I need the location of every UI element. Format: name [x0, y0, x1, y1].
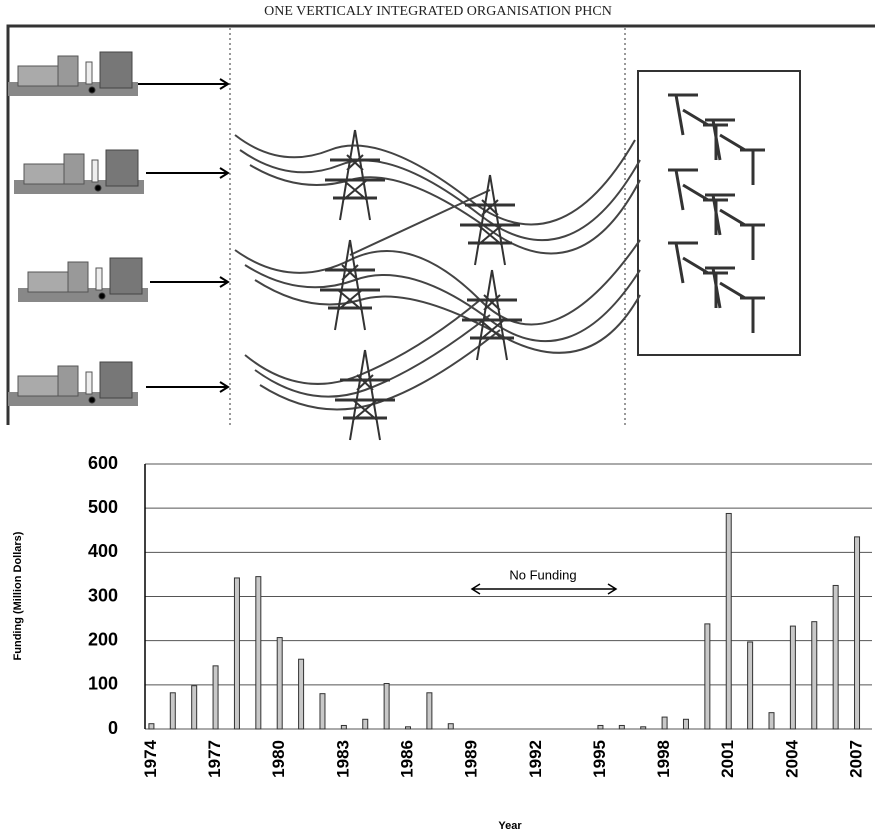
bar — [725, 512, 732, 730]
x-tick-label: 1992 — [526, 740, 545, 778]
arrows — [138, 78, 230, 393]
bar — [362, 718, 369, 730]
y-tick-label: 100 — [88, 674, 118, 694]
bar — [789, 625, 796, 730]
y-tick-label: 500 — [88, 497, 118, 517]
y-tick-label: 300 — [88, 585, 118, 605]
bar — [618, 724, 625, 730]
bar — [383, 683, 390, 730]
x-tick-label: 1980 — [269, 740, 288, 778]
bar — [255, 576, 262, 730]
x-tick-label: 1974 — [141, 739, 160, 777]
annotation-arrow — [470, 583, 618, 595]
bar — [704, 623, 711, 730]
bar — [768, 712, 775, 730]
y-tick-label: 600 — [88, 453, 118, 473]
x-tick-label: 2001 — [718, 740, 737, 778]
bar — [682, 718, 689, 730]
bar — [233, 577, 240, 730]
bar — [747, 641, 754, 730]
poles — [666, 93, 767, 335]
x-tick-label: 1995 — [590, 740, 609, 778]
bar — [340, 724, 347, 730]
x-axis-label: Year — [498, 820, 522, 832]
plants — [7, 51, 149, 407]
bar — [148, 723, 155, 730]
frame — [6, 24, 875, 425]
bar — [169, 692, 176, 730]
x-tick-label: 2007 — [847, 740, 866, 778]
annotation: No Funding — [509, 567, 576, 582]
x-tick-label: 1977 — [205, 740, 224, 778]
bar — [811, 621, 818, 730]
x-tick-label: 1989 — [462, 740, 481, 778]
bar — [276, 637, 283, 730]
bar — [405, 726, 412, 730]
x-tick-label: 1986 — [397, 740, 416, 778]
bar — [426, 692, 433, 730]
diagram — [6, 24, 875, 442]
x-tick-label: 1998 — [654, 740, 673, 778]
bar — [661, 716, 668, 730]
y-tick-label: 0 — [108, 718, 118, 738]
bar — [447, 723, 454, 730]
transmission-lines — [234, 134, 641, 411]
diagram-title: ONE VERTICALY INTEGRATED ORGANISATION PH… — [264, 4, 612, 19]
y-axis-label: Funding (Million Dollars) — [12, 531, 24, 660]
y-tick-label: 400 — [88, 541, 118, 561]
bar — [212, 665, 219, 730]
y-tick-label: 200 — [88, 629, 118, 649]
x-tick-label: 2004 — [782, 739, 801, 777]
x-tick-label: 1983 — [333, 740, 352, 778]
bar — [597, 724, 604, 730]
bar — [640, 726, 647, 730]
bar — [191, 685, 198, 730]
bar — [319, 693, 326, 730]
bar — [854, 536, 861, 730]
bar — [298, 658, 305, 730]
distribution-box — [637, 70, 801, 356]
bar — [832, 584, 839, 730]
